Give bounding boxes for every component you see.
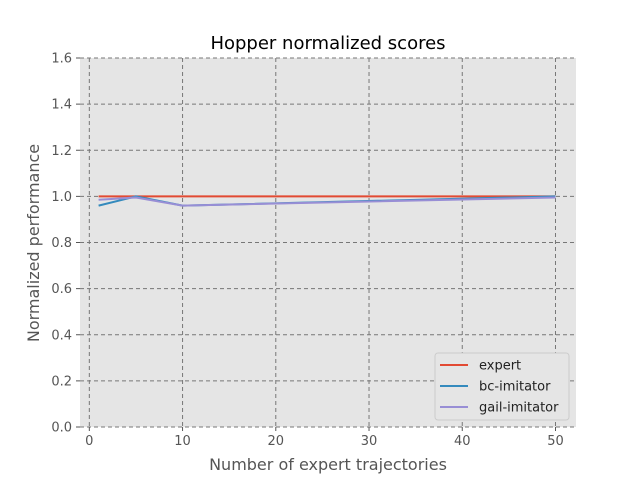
y-tick-label: 1.0 (51, 190, 72, 205)
legend-label: bc-imitator (479, 380, 551, 395)
legend: expert bc-imitator gail-imitator (434, 352, 570, 421)
y-tick-label: 0.4 (51, 328, 72, 343)
y-tick-label: 0.2 (51, 374, 72, 389)
series-line-gail-imitator (98, 196, 556, 207)
x-tick-label: 20 (268, 434, 285, 449)
x-tick-label: 40 (454, 434, 471, 449)
y-axis-label: Normalized performance (24, 144, 43, 342)
x-tick-label: 30 (361, 434, 378, 449)
x-tick-label: 10 (174, 434, 191, 449)
ticks: 0 10 20 30 40 50 0.0 0.2 0.4 0.6 0.8 1.0 1.2 1.4 1.6 (51, 52, 563, 450)
y-tick-label: 0.0 (51, 421, 72, 436)
y-tick-label: 1.2 (51, 144, 72, 159)
x-axis-label: Number of expert trajectories (209, 455, 447, 474)
y-tick-label: 0.8 (51, 236, 72, 251)
chart-title: Hopper normalized scores (210, 33, 445, 54)
y-tick-label: 0.6 (51, 282, 72, 297)
legend-box (434, 352, 570, 421)
grid (80, 57, 576, 428)
x-tick-label: 50 (547, 434, 564, 449)
y-tick-label: 1.6 (51, 52, 72, 67)
legend-label: gail-imitator (479, 401, 559, 416)
legend-label: expert (479, 359, 521, 374)
y-tick-label: 1.4 (51, 98, 72, 113)
series-layer (98, 195, 556, 207)
x-tick-label: 0 (85, 434, 93, 449)
